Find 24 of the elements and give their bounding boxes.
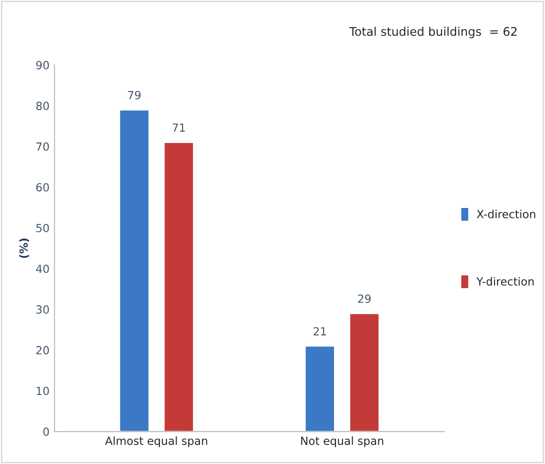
data-label: 71 [172, 124, 185, 132]
data-label: 21 [314, 327, 326, 336]
y-tick-label: 30 [36, 305, 49, 314]
bar [348, 312, 380, 432]
y-tick-label: 40 [36, 264, 49, 273]
y-tick-label: 50 [36, 224, 49, 232]
x-tick-label: Not equal span [301, 436, 384, 448]
legend-label: X-direction [476, 210, 536, 218]
text: Total studied buildings = 62 [349, 26, 517, 38]
y-tick-label: 10 [36, 386, 49, 396]
data-label: 79 [128, 90, 141, 100]
y-tick-label: 0 [43, 427, 49, 436]
x-tick-label: Almost equal span [105, 436, 208, 448]
y-tick-label: 80 [36, 102, 49, 110]
y-axis-title: (%) [19, 238, 30, 258]
data-label: 29 [358, 294, 371, 303]
y-tick-label: 90 [36, 60, 49, 70]
y-tick-label: 20 [36, 346, 49, 354]
y-tick-label: 60 [36, 183, 49, 192]
legend-label: Y-direction [476, 277, 534, 286]
bar [304, 345, 336, 432]
y-tick-label: 70 [36, 142, 49, 151]
bar [118, 109, 150, 432]
bar [163, 142, 194, 432]
